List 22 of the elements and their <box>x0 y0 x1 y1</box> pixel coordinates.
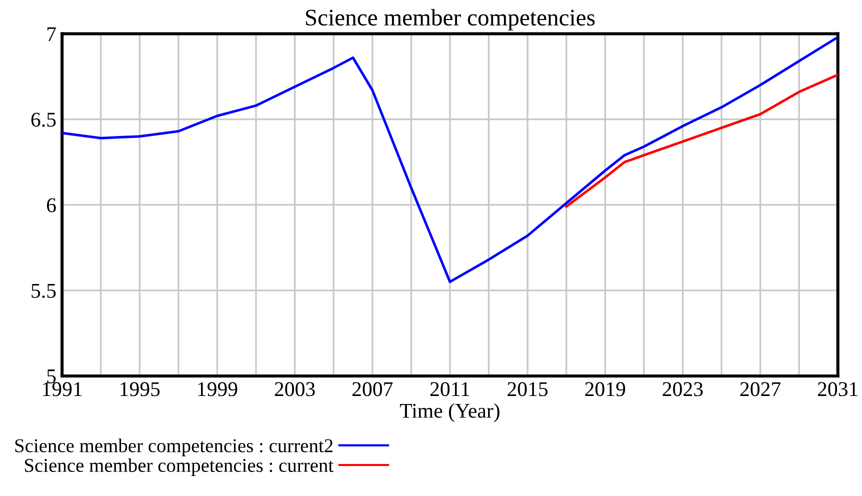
y-tick-label: 5.5 <box>32 284 56 298</box>
x-tick-label: 2003 <box>274 382 315 396</box>
y-tick-label: 7 <box>47 27 56 41</box>
line-series <box>62 36 838 284</box>
x-tick-label: 1991 <box>43 382 82 396</box>
x-tick-label: 2031 <box>818 382 858 396</box>
x-axis-title: Time (Year) <box>400 403 500 422</box>
y-tick-label: 5 <box>47 370 56 384</box>
x-tick-label: 1995 <box>120 382 160 396</box>
x-tick-label: 2011 <box>430 382 470 396</box>
y-tick-label: 6.5 <box>31 112 56 127</box>
y-tick-label: 6 <box>46 198 56 212</box>
x-tick-label: 2007 <box>352 382 393 396</box>
line-series <box>565 74 838 208</box>
chart-title: Science member competencies <box>306 9 595 30</box>
x-tick-label: 2023 <box>662 382 703 396</box>
x-tick-label: 2019 <box>585 382 626 396</box>
x-tick-label: 1999 <box>198 382 238 396</box>
x-tick-label: 2015 <box>508 382 548 396</box>
x-tick-label: 2027 <box>740 382 781 396</box>
legend-label: Science member competencies : current <box>25 458 334 476</box>
legend-label: Science member competencies : current2 <box>15 438 333 456</box>
